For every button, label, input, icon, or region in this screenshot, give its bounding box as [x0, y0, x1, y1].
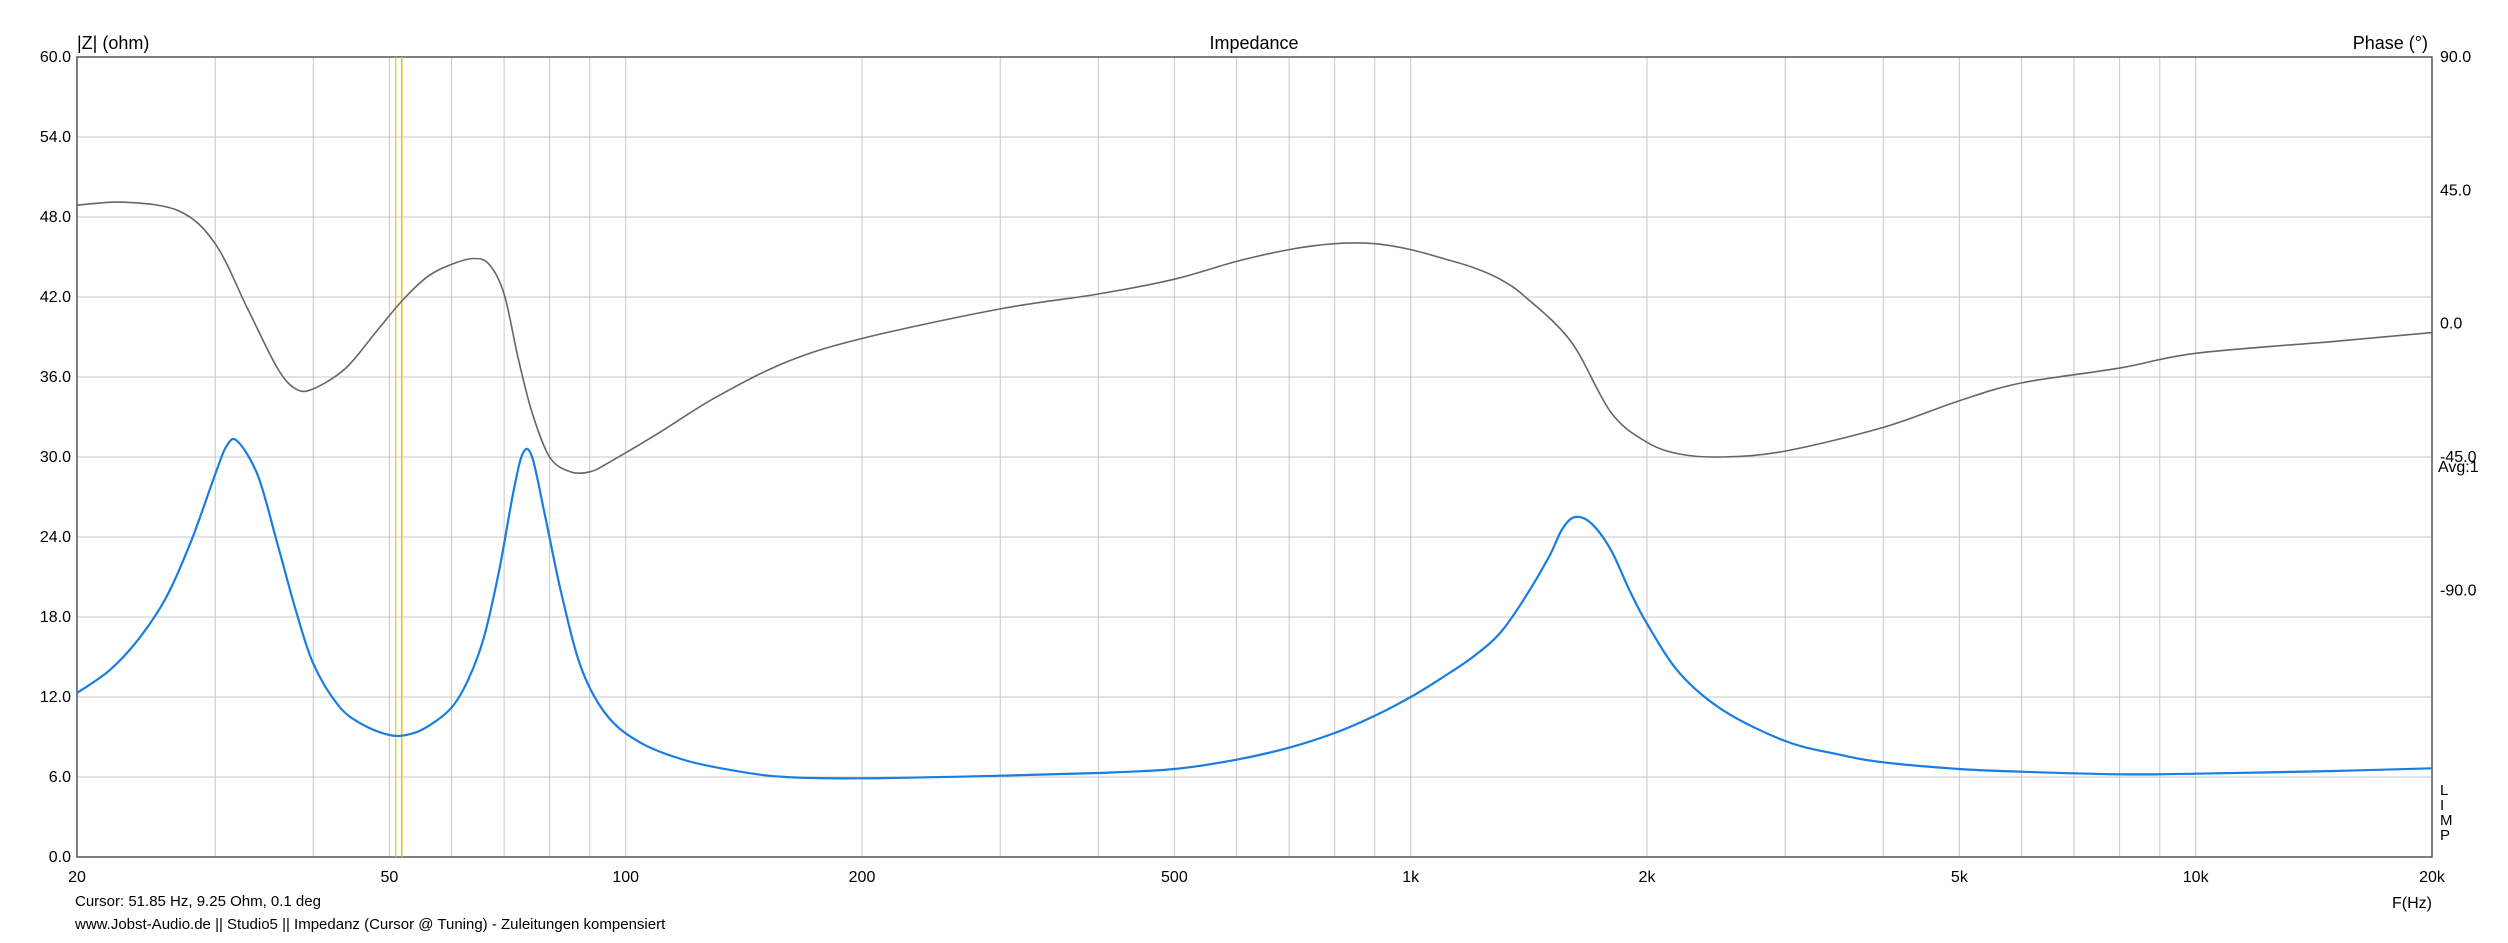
- y-left-tick-label: 30.0: [40, 449, 71, 466]
- limp-letter: I: [2440, 797, 2444, 814]
- y-right-tick-label: -45.0: [2440, 449, 2477, 466]
- limp-letter: P: [2440, 827, 2450, 844]
- y-right-tick-label: 45.0: [2440, 182, 2471, 199]
- plot-frame: [76, 56, 2433, 858]
- y-left-tick-label: 42.0: [40, 289, 71, 306]
- y-right-tick-label: 90.0: [2440, 49, 2471, 66]
- y-left-tick-label: 12.0: [40, 689, 71, 706]
- x-tick-label: 500: [1161, 869, 1188, 886]
- y-left-tick-label: 24.0: [40, 529, 71, 546]
- x-tick-label: 10k: [2183, 869, 2210, 886]
- y-right-tick-label: -90.0: [2440, 582, 2477, 599]
- cursor-readout: Cursor: 51.85 Hz, 9.25 Ohm, 0.1 deg: [75, 893, 321, 910]
- x-tick-label: 2k: [1639, 869, 1657, 886]
- x-tick-label: 1k: [1402, 869, 1420, 886]
- x-axis-label: F(Hz): [2392, 895, 2432, 912]
- x-tick-label: 5k: [1951, 869, 1969, 886]
- avg-label: Avg:1: [2438, 459, 2479, 476]
- y-left-tick-label: 6.0: [49, 769, 71, 786]
- x-tick-label: 20: [68, 869, 86, 886]
- phase-curve: [76, 201, 2433, 475]
- limp-letter: L: [2440, 782, 2448, 799]
- y-left-tick-label: 36.0: [40, 369, 71, 386]
- y-right-tick-label: 0.0: [2440, 316, 2462, 333]
- x-tick-label: 20k: [2419, 869, 2446, 886]
- y-axis-right-label: Phase (°): [2353, 33, 2428, 53]
- x-tick-label: 50: [380, 869, 398, 886]
- y-left-tick-label: 0.0: [49, 849, 71, 866]
- footer-info: www.Jobst-Audio.de || Studio5 || Impedan…: [74, 916, 666, 933]
- x-tick-label: 200: [849, 869, 876, 886]
- impedance-curve: [76, 437, 2433, 780]
- limp-letter: M: [2440, 812, 2453, 829]
- x-tick-label: 100: [612, 869, 639, 886]
- y-left-tick-label: 48.0: [40, 209, 71, 226]
- grid: [76, 56, 2433, 858]
- y-left-tick-label: 18.0: [40, 609, 71, 626]
- y-axis-left-label: |Z| (ohm): [77, 33, 149, 53]
- cursor-marker[interactable]: [395, 57, 403, 857]
- tick-labels: 20 50 100 200 500 1k 2k 5k 10k 20k 0.0 6.0 12.0 18.0 2…: [40, 49, 2477, 886]
- series-group: [76, 201, 2433, 780]
- y-left-tick-label: 54.0: [40, 129, 71, 146]
- y-left-tick-label: 60.0: [40, 49, 71, 66]
- chart-title: Impedance: [1209, 33, 1298, 53]
